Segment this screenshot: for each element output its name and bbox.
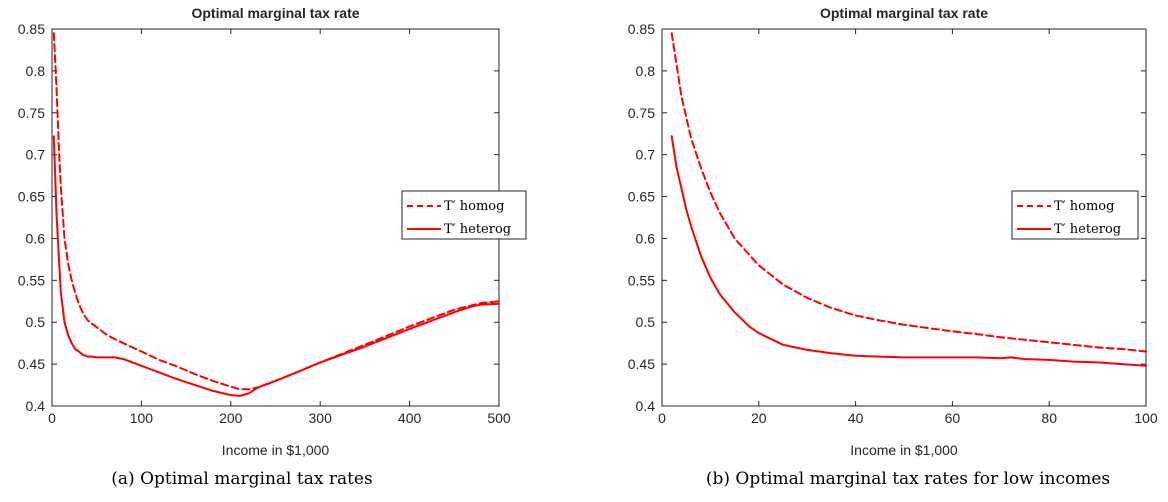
y-tick-label-a: 0.65 [18, 189, 45, 205]
x-tick-label-a: 100 [130, 410, 154, 426]
legend-label-heterog-b: T′ heterog [1054, 222, 1121, 237]
caption-a: (a) Optimal marginal tax rates [111, 469, 372, 489]
legend-label-homog-a: T′ homog [444, 199, 504, 214]
x-axis-label-b: Income in $1,000 [850, 442, 958, 458]
x-axis-label-a: Income in $1,000 [222, 442, 330, 458]
y-tick-label-a: 0.55 [18, 272, 45, 288]
y-tick-label-b: 0.6 [636, 230, 656, 246]
y-tick-label-a: 0.45 [18, 356, 45, 372]
y-tick-label-a: 0.75 [18, 105, 45, 121]
y-tick-label-b: 0.75 [628, 105, 655, 121]
x-tick-label-b: 0 [658, 410, 666, 426]
x-tick-label-a: 400 [398, 410, 422, 426]
y-tick-label-b: 0.5 [636, 314, 656, 330]
chart-title-a: Optimal marginal tax rate [191, 5, 359, 21]
x-ticks-b: 0 20 40 60 80 100 [658, 29, 1158, 426]
y-tick-label-b: 0.85 [628, 21, 655, 37]
legend-a: T′ homog T′ heterog [401, 190, 527, 240]
y-tick-label-a: 0.4 [26, 398, 46, 414]
legend-box-b [1011, 190, 1139, 240]
legend-label-homog-b: T′ homog [1054, 199, 1114, 214]
x-tick-label-b: 20 [751, 410, 767, 426]
y-ticks-a: 0.4 0.45 0.5 0.55 0.6 0.65 0.7 0.75 0.8 0.85 [18, 21, 499, 414]
y-tick-label-a: 0.7 [26, 147, 46, 163]
legend-label-heterog-a: T′ heterog [444, 222, 511, 237]
y-ticks-b: 0.4 0.45 0.5 0.55 0.6 0.65 0.7 0.75 0.8 0.85 [628, 21, 1146, 414]
y-tick-label-b: 0.45 [628, 356, 655, 372]
y-tick-label-b: 0.4 [636, 398, 656, 414]
x-tick-label-b: 60 [945, 410, 961, 426]
chart-title-b: Optimal marginal tax rate [820, 5, 988, 21]
y-tick-label-a: 0.8 [26, 63, 46, 79]
legend-box-a [401, 190, 527, 240]
panel-a: Optimal marginal tax rate Income in $1,0… [18, 5, 527, 489]
x-tick-label-a: 0 [48, 410, 56, 426]
y-tick-label-b: 0.8 [636, 63, 656, 79]
series-line-homog-b [670, 32, 1147, 353]
y-tick-label-b: 0.55 [628, 272, 655, 288]
x-tick-label-b: 100 [1134, 410, 1158, 426]
y-tick-label-a: 0.5 [26, 314, 46, 330]
series-line-heterog-a [52, 135, 500, 397]
y-tick-label-b: 0.7 [636, 147, 656, 163]
panel-b: Optimal marginal tax rate Income in $1,0… [628, 5, 1158, 489]
x-tick-label-b: 80 [1041, 410, 1057, 426]
series-line-heterog-b [670, 135, 1147, 367]
x-tick-label-a: 200 [219, 410, 243, 426]
x-tick-label-a: 300 [309, 410, 333, 426]
y-tick-label-b: 0.65 [628, 189, 655, 205]
legend-b: T′ homog T′ heterog [1011, 190, 1139, 240]
series-group-b [670, 32, 1147, 367]
series-group-a [52, 32, 500, 397]
x-tick-label-b: 40 [848, 410, 864, 426]
x-tick-label-a: 500 [487, 410, 511, 426]
y-tick-label-a: 0.85 [18, 21, 45, 37]
caption-b: (b) Optimal marginal tax rates for low i… [706, 469, 1110, 489]
x-ticks-a: 0 100 200 300 400 500 [48, 29, 511, 426]
y-tick-label-a: 0.6 [26, 230, 46, 246]
